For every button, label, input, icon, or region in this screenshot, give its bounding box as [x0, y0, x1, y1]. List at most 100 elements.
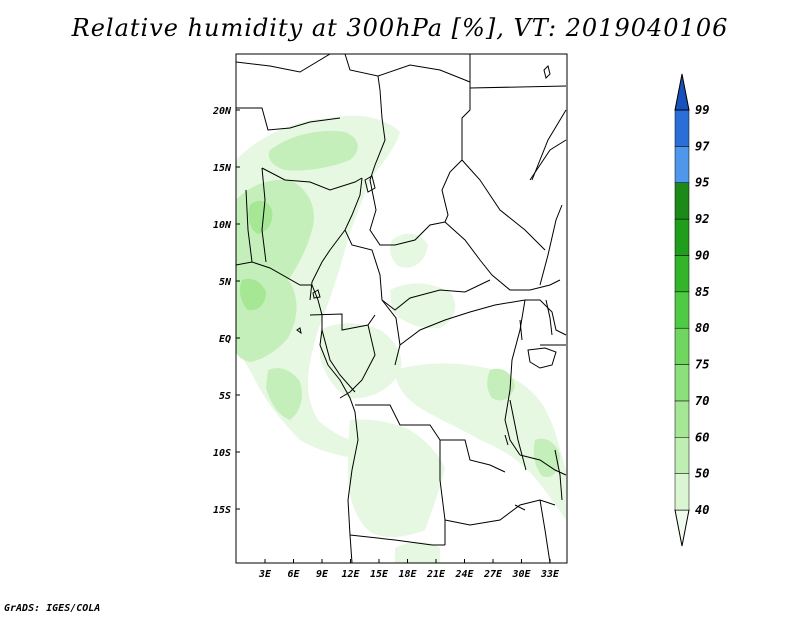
lake-turkana	[545, 299, 553, 336]
country-borders	[236, 54, 567, 563]
colorbar-label: 99	[695, 103, 709, 117]
humidity-region-peak-gulf	[240, 278, 266, 311]
island-bioko	[312, 289, 321, 299]
humidity-region-coast-south	[266, 368, 302, 420]
border-cameroon-south	[309, 313, 376, 331]
lon-label: 27E	[483, 569, 503, 580]
humidity-region-south	[348, 419, 445, 538]
lat-label: 10S	[213, 448, 231, 459]
lon-label: 3E	[258, 569, 272, 580]
lake-tanganyika	[509, 399, 527, 471]
colorbar-label: 95	[695, 176, 709, 190]
colorbar-label: 80	[695, 321, 709, 335]
island-sao-tome	[296, 327, 302, 335]
longitude-axis: 3E 6E 9E 12E 15E 18E 21E 24E 27E 30E 33E	[258, 559, 560, 580]
border-nigeria-cameroon	[309, 177, 363, 301]
lon-label: 9E	[316, 569, 329, 580]
colorbar-label: 60	[695, 430, 709, 444]
humidity-region-rift	[487, 368, 515, 401]
lake-chad	[364, 175, 376, 193]
colorbar: 40 50 60 70 75 80 85 90 92 95 97 99	[674, 73, 710, 547]
colorbar-top-arrow	[674, 73, 690, 111]
border-sudan-south	[444, 221, 561, 291]
lat-label: 15S	[213, 505, 231, 516]
humidity-region-east-band	[395, 363, 566, 520]
border-gabon	[321, 329, 356, 393]
colorbar-label: 75	[695, 358, 709, 372]
border-namibia	[349, 534, 353, 563]
border-egypt-sudan	[461, 54, 471, 160]
border-sudan-ss	[461, 159, 546, 251]
border-libya-chad	[377, 64, 471, 110]
lake-kariba	[514, 504, 526, 511]
chart-title: Relative humidity at 300hPa [%], VT: 201…	[71, 14, 729, 42]
humidity-region-center	[390, 283, 456, 329]
border-tanzania	[519, 454, 567, 476]
lake-mweru	[504, 434, 509, 446]
lon-label: 33E	[540, 569, 560, 580]
border-mozambique	[539, 499, 551, 563]
colorbar-swatch	[674, 364, 690, 402]
lake-malawi	[554, 449, 563, 501]
border-car-drc	[381, 299, 401, 366]
credit-label: GrADS: IGES/COLA	[4, 603, 101, 614]
border-egypt-red	[469, 85, 567, 89]
lon-label: 18E	[398, 569, 417, 580]
colorbar-swatch	[674, 255, 690, 293]
colorbar-swatch	[674, 437, 690, 474]
border-niger-nigeria	[261, 167, 363, 191]
humidity-region-north-streak	[268, 130, 358, 171]
lat-label: EQ	[219, 334, 231, 345]
border-ethiopia	[539, 204, 563, 286]
lat-label: 15N	[213, 163, 232, 174]
map-frame	[235, 53, 568, 564]
humidity-region-lake	[533, 438, 560, 478]
border-zambia	[444, 499, 556, 526]
colorbar-swatch	[674, 291, 690, 329]
border-chad-east	[369, 117, 446, 246]
border-benin-nigeria	[261, 167, 267, 263]
border-drc-north	[399, 299, 526, 346]
border-angola-south	[349, 534, 445, 546]
border-red-coast	[531, 109, 567, 181]
colorbar-swatch	[674, 400, 690, 438]
colorbar-swatch	[674, 182, 690, 220]
lon-label: 6E	[287, 569, 300, 580]
lon-label: 12E	[341, 569, 360, 580]
colorbar-label: 50	[695, 467, 709, 481]
border-niger-libya	[344, 54, 383, 119]
colorbar-swatch	[674, 109, 690, 147]
colorbar-label: 92	[695, 212, 709, 226]
humidity-fill-layer	[236, 115, 566, 563]
border-chad-sudan	[441, 159, 463, 223]
humidity-region-far-south	[395, 542, 440, 563]
humidity-region-peak-west	[248, 200, 273, 234]
colorbar-label: 40	[695, 503, 709, 517]
lat-label: 5S	[219, 391, 231, 402]
lake-tana	[543, 65, 551, 79]
border-uganda	[525, 299, 567, 336]
colorbar-label: 90	[695, 248, 709, 262]
colorbar-label: 70	[695, 394, 709, 408]
lon-label: 24E	[454, 569, 474, 580]
lake-albert	[519, 319, 523, 341]
lat-label: 20N	[212, 106, 232, 117]
border-drc-east	[504, 299, 526, 456]
border-ghana-togo	[245, 189, 253, 263]
colorbar-swatch	[674, 327, 690, 365]
border-atlantic-coast	[236, 261, 359, 536]
humidity-region-north-east	[390, 233, 428, 268]
lat-label: 10N	[213, 220, 232, 231]
lon-label: 15E	[370, 569, 389, 580]
humidity-region-equator	[320, 323, 402, 399]
colorbar-swatch	[674, 218, 690, 256]
latitude-axis: 20N 15N 10N 5N EQ 5S 10S 15S	[212, 106, 240, 516]
colorbar-swatch	[674, 473, 690, 511]
lon-label: 21E	[426, 569, 446, 580]
border-eritrea	[529, 139, 567, 181]
lat-label: 5N	[219, 277, 232, 288]
colorbar-swatch	[674, 146, 690, 183]
lon-label: 30E	[511, 569, 531, 580]
border-mali-niger	[236, 107, 341, 131]
